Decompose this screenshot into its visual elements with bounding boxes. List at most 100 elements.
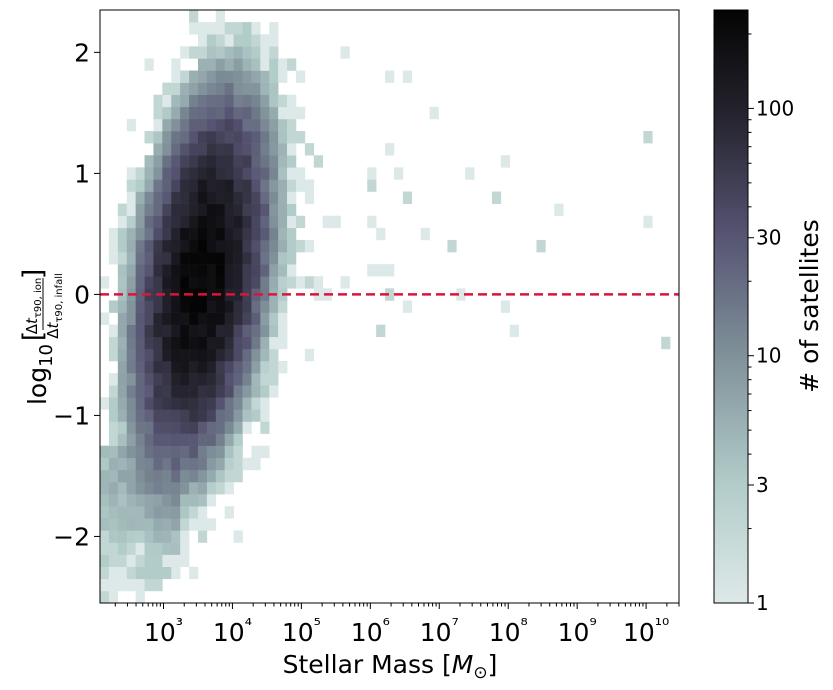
heatmap-cell <box>126 203 136 217</box>
heatmap-cell <box>224 336 234 350</box>
svg-text:log10: log10 <box>23 344 57 405</box>
heatmap-cell <box>287 94 297 108</box>
heatmap-cell <box>117 469 128 483</box>
heatmap-cell <box>135 203 145 217</box>
heatmap-cell <box>206 167 217 180</box>
heatmap-cell <box>233 409 243 422</box>
heatmap-cell <box>215 179 226 192</box>
heatmap-cell <box>206 469 217 483</box>
heatmap-cell <box>135 360 145 374</box>
heatmap-cell <box>189 155 199 168</box>
heatmap-cell <box>144 433 154 446</box>
heatmap-cell <box>153 167 163 180</box>
heatmap-cell <box>162 94 172 108</box>
heatmap-cell <box>402 300 413 313</box>
heatmap-cell <box>224 421 234 434</box>
heatmap-cell <box>233 433 243 446</box>
heatmap-cell <box>215 191 226 204</box>
heatmap-cell <box>233 276 243 289</box>
heatmap-cell <box>233 397 243 410</box>
heatmap-cell <box>117 336 128 350</box>
heatmap-cell <box>251 70 261 83</box>
y-axis: 2 1 0 −1 −2 <box>53 38 100 551</box>
heatmap-cell <box>197 312 208 325</box>
heatmap-cell <box>206 155 217 168</box>
heatmap-cell <box>260 143 270 156</box>
heatmap-cell <box>260 288 270 301</box>
heatmap-cell <box>162 530 172 543</box>
heatmap-cell <box>108 566 119 580</box>
heatmap-cell <box>500 300 511 313</box>
heatmap-cell <box>233 348 243 362</box>
heatmap-cell <box>260 348 270 362</box>
heatmap-cell <box>162 131 172 144</box>
heatmap-cell <box>108 457 119 471</box>
heatmap-cell <box>126 360 136 374</box>
heatmap-cell <box>180 348 190 362</box>
heatmap-cell <box>135 276 145 289</box>
heatmap-cell <box>153 264 163 277</box>
heatmap-cell <box>162 203 172 217</box>
heatmap-cell <box>197 348 208 362</box>
heatmap-cell <box>117 518 128 531</box>
heatmap-cell <box>171 118 181 132</box>
heatmap-cell <box>197 167 208 180</box>
heatmap-cell <box>180 542 190 555</box>
heatmap-cell <box>197 34 208 47</box>
heatmap-cell <box>117 421 128 434</box>
heatmap-cell <box>242 385 252 398</box>
heatmap-cell <box>367 179 377 192</box>
heatmap-cell <box>100 481 110 495</box>
heatmap-cell <box>206 203 217 217</box>
heatmap-cell <box>251 215 261 229</box>
heatmap-cell <box>180 179 190 192</box>
heatmap-cell <box>224 481 234 495</box>
heatmap-cell <box>171 409 181 422</box>
heatmap-cell <box>153 239 163 253</box>
heatmap-cell <box>224 252 234 265</box>
heatmap-cell <box>171 239 181 253</box>
heatmap-cell <box>108 578 119 592</box>
heatmap-cell <box>260 70 270 83</box>
heatmap-cell <box>108 530 119 543</box>
svg-text:]: ] <box>18 269 49 280</box>
heatmap-cell <box>491 191 502 204</box>
heatmap-cell <box>224 276 234 289</box>
heatmap-cell <box>233 82 243 96</box>
x-tick-label: 10⁵ <box>282 615 321 647</box>
heatmap-cell <box>251 106 261 120</box>
heatmap-cell <box>269 385 279 398</box>
heatmap-cell <box>171 106 181 120</box>
heatmap-cell <box>242 336 252 350</box>
heatmap-cell <box>126 312 136 325</box>
heatmap-cell <box>278 336 288 350</box>
heatmap-cell <box>269 215 279 229</box>
heatmap-cell <box>180 373 190 386</box>
heatmap-cell <box>224 46 234 59</box>
heatmap-cell <box>233 445 243 459</box>
svg-text:[: [ <box>18 331 49 342</box>
heatmap-cell <box>206 46 217 59</box>
heatmap-cell <box>126 542 136 555</box>
heatmap-cell <box>144 179 154 192</box>
heatmap-cell <box>100 530 110 543</box>
heatmap-cell <box>233 300 243 313</box>
heatmap-cell <box>135 433 145 446</box>
heatmap-cell <box>251 457 261 471</box>
heatmap-cell <box>215 385 226 398</box>
heatmap-cell <box>242 143 252 156</box>
heatmap-cell <box>251 167 261 180</box>
heatmap-cell <box>287 276 297 289</box>
heatmap-cell <box>251 324 261 338</box>
heatmap-cell <box>367 215 377 229</box>
heatmap-cell <box>189 70 199 83</box>
heatmap-cell <box>108 554 119 567</box>
heatmap-cell <box>144 481 154 495</box>
heatmap-cell <box>224 191 234 204</box>
heatmap-cell <box>100 494 110 507</box>
heatmap-cell <box>197 22 208 35</box>
heatmap-cell <box>135 167 145 180</box>
heatmap-cell <box>385 288 395 301</box>
heatmap-cell <box>269 300 279 313</box>
heatmap-cell <box>117 397 128 410</box>
